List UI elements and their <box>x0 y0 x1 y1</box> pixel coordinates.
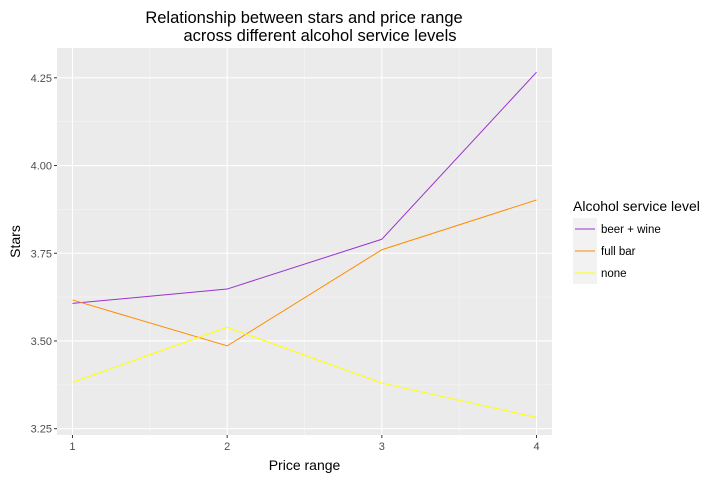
y-tick-label: 4.00 <box>31 161 52 173</box>
legend-label: full bar <box>601 246 636 258</box>
y-tick-label: 3.50 <box>31 336 52 348</box>
y-tick-label: 3.75 <box>31 248 52 260</box>
series-line-full-bar <box>72 199 537 347</box>
legend-title: Alcohol service level <box>573 198 700 214</box>
y-axis-ticks: 3.25 3.50 3.75 4.00 4.25 <box>31 73 57 436</box>
legend-items: beer + wine full bar none <box>573 218 661 284</box>
legend-label: beer + wine <box>601 224 661 236</box>
legend-label: none <box>601 268 627 280</box>
y-tick-label: 3.25 <box>31 424 52 436</box>
y-tick-label: 4.25 <box>31 73 52 85</box>
chart-title-line-1: Relationship between stars and price ran… <box>145 9 462 27</box>
x-axis-ticks: 1 2 3 4 <box>69 435 540 453</box>
y-axis-title: Stars <box>7 225 23 258</box>
x-tick-label: 2 <box>224 441 230 453</box>
series-lines <box>72 71 537 418</box>
chart-title-line-2: across different alcohol service levels <box>184 27 457 45</box>
legend: Alcohol service level beer + wine full ba… <box>573 198 700 284</box>
grid-major <box>57 48 552 435</box>
x-tick-label: 4 <box>533 441 539 453</box>
x-tick-label: 1 <box>69 441 75 453</box>
x-axis-title: Price range <box>269 457 341 473</box>
series-line-beer-wine <box>72 71 537 304</box>
x-tick-label: 3 <box>379 441 385 453</box>
series-line-none <box>72 326 537 418</box>
